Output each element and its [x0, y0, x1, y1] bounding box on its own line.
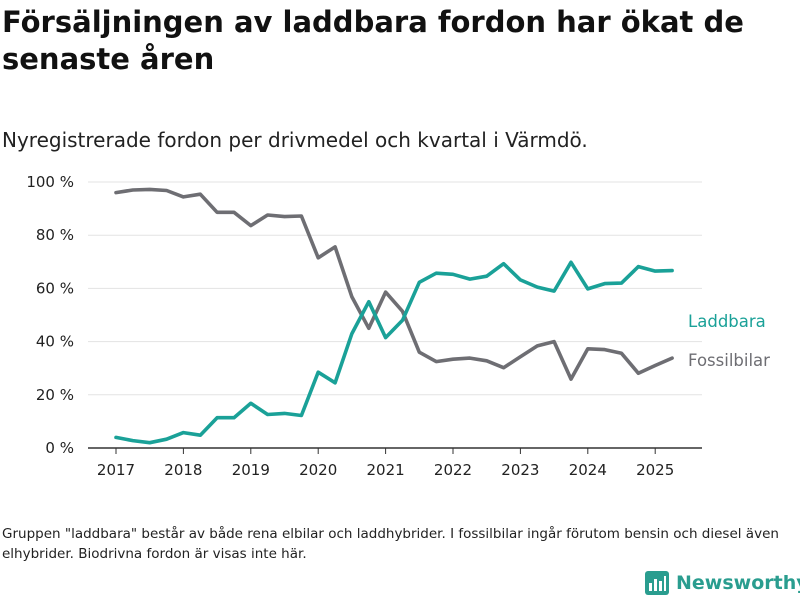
- chart-title: Försäljningen av laddbara fordon har öka…: [2, 5, 744, 76]
- x-tick-label: 2017: [97, 461, 135, 479]
- x-tick-label: 2023: [501, 461, 539, 479]
- bar-chart-logo-icon: [645, 571, 669, 595]
- x-axis: 2017 2018 2019 2020 2021 2022 2023 2024 2025: [88, 447, 702, 479]
- y-axis-ticks: 0 % 20 % 40 % 60 % 80 % 100 %: [26, 173, 74, 457]
- x-tick-label: 2018: [164, 461, 202, 479]
- y-tick-label: 0 %: [45, 439, 74, 457]
- y-tick-label: 20 %: [36, 386, 74, 404]
- fossilbilar-series-line: [114, 187, 674, 381]
- x-tick-label: 2022: [434, 461, 472, 479]
- x-tick-label: 2020: [299, 461, 337, 479]
- legend-laddbara: Laddbara: [688, 312, 766, 331]
- series-lines: [114, 187, 674, 445]
- laddbara-series-line: [114, 260, 674, 445]
- y-tick-label: 60 %: [36, 279, 74, 297]
- y-tick-label: 40 %: [36, 333, 74, 351]
- x-tick-label: 2024: [569, 461, 607, 479]
- gridlines: [88, 181, 702, 396]
- brand-logo: Newsworthy: [644, 570, 800, 596]
- chart-footnote: Gruppen "laddbara" består av både rena e…: [2, 526, 779, 562]
- legend-labels: Laddbara Fossilbilar: [688, 312, 770, 370]
- x-tick-label: 2021: [367, 461, 405, 479]
- x-tick-label: 2025: [636, 461, 674, 479]
- legend-fossilbilar: Fossilbilar: [688, 351, 770, 370]
- y-tick-label: 100 %: [26, 173, 74, 191]
- brand-name: Newsworthy: [676, 572, 800, 594]
- x-tick-label: 2019: [232, 461, 270, 479]
- chart-subtitle: Nyregistrerade fordon per drivmedel och …: [2, 128, 588, 152]
- y-tick-label: 80 %: [36, 226, 74, 244]
